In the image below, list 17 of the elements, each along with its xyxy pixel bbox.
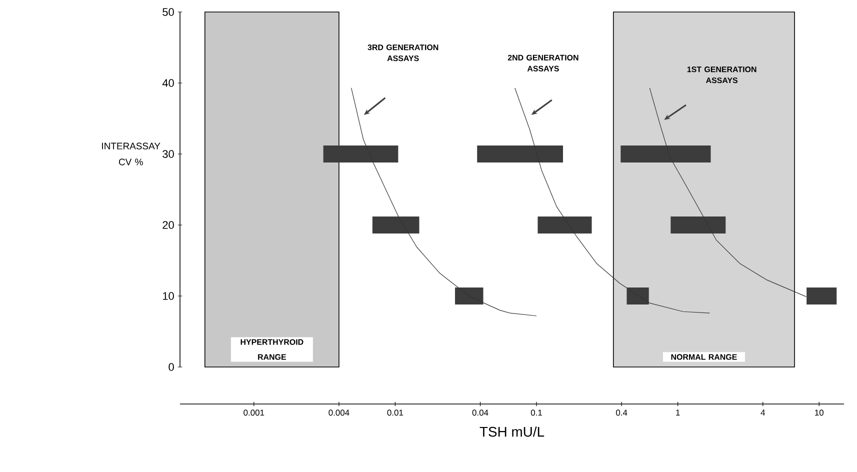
x-tick-label: 0.1 xyxy=(530,410,542,416)
x-tick-label: 1 xyxy=(676,410,680,416)
x-tick-label: 0.004 xyxy=(328,410,350,416)
y-tick-label: 0 xyxy=(168,363,174,371)
y-tick-label: 20 xyxy=(162,221,174,229)
y-tick-label: 50 xyxy=(162,8,174,16)
y-axis-title: INTERASSAY CV % xyxy=(102,142,160,166)
x-tick-label: 4 xyxy=(760,410,766,416)
x-tick-label: 0.01 xyxy=(387,410,404,416)
y-tick-label: 30 xyxy=(162,150,174,158)
y-tick-label: 10 xyxy=(162,292,174,300)
x-tick-label: 10 xyxy=(815,410,824,416)
x-tick-label: 0.001 xyxy=(244,410,264,416)
x-axis-title: TSH mU/L xyxy=(480,426,544,437)
x-tick-label: 0.04 xyxy=(472,410,488,416)
y-tick-label: 40 xyxy=(162,79,174,87)
x-tick-label: 0.4 xyxy=(616,410,628,416)
